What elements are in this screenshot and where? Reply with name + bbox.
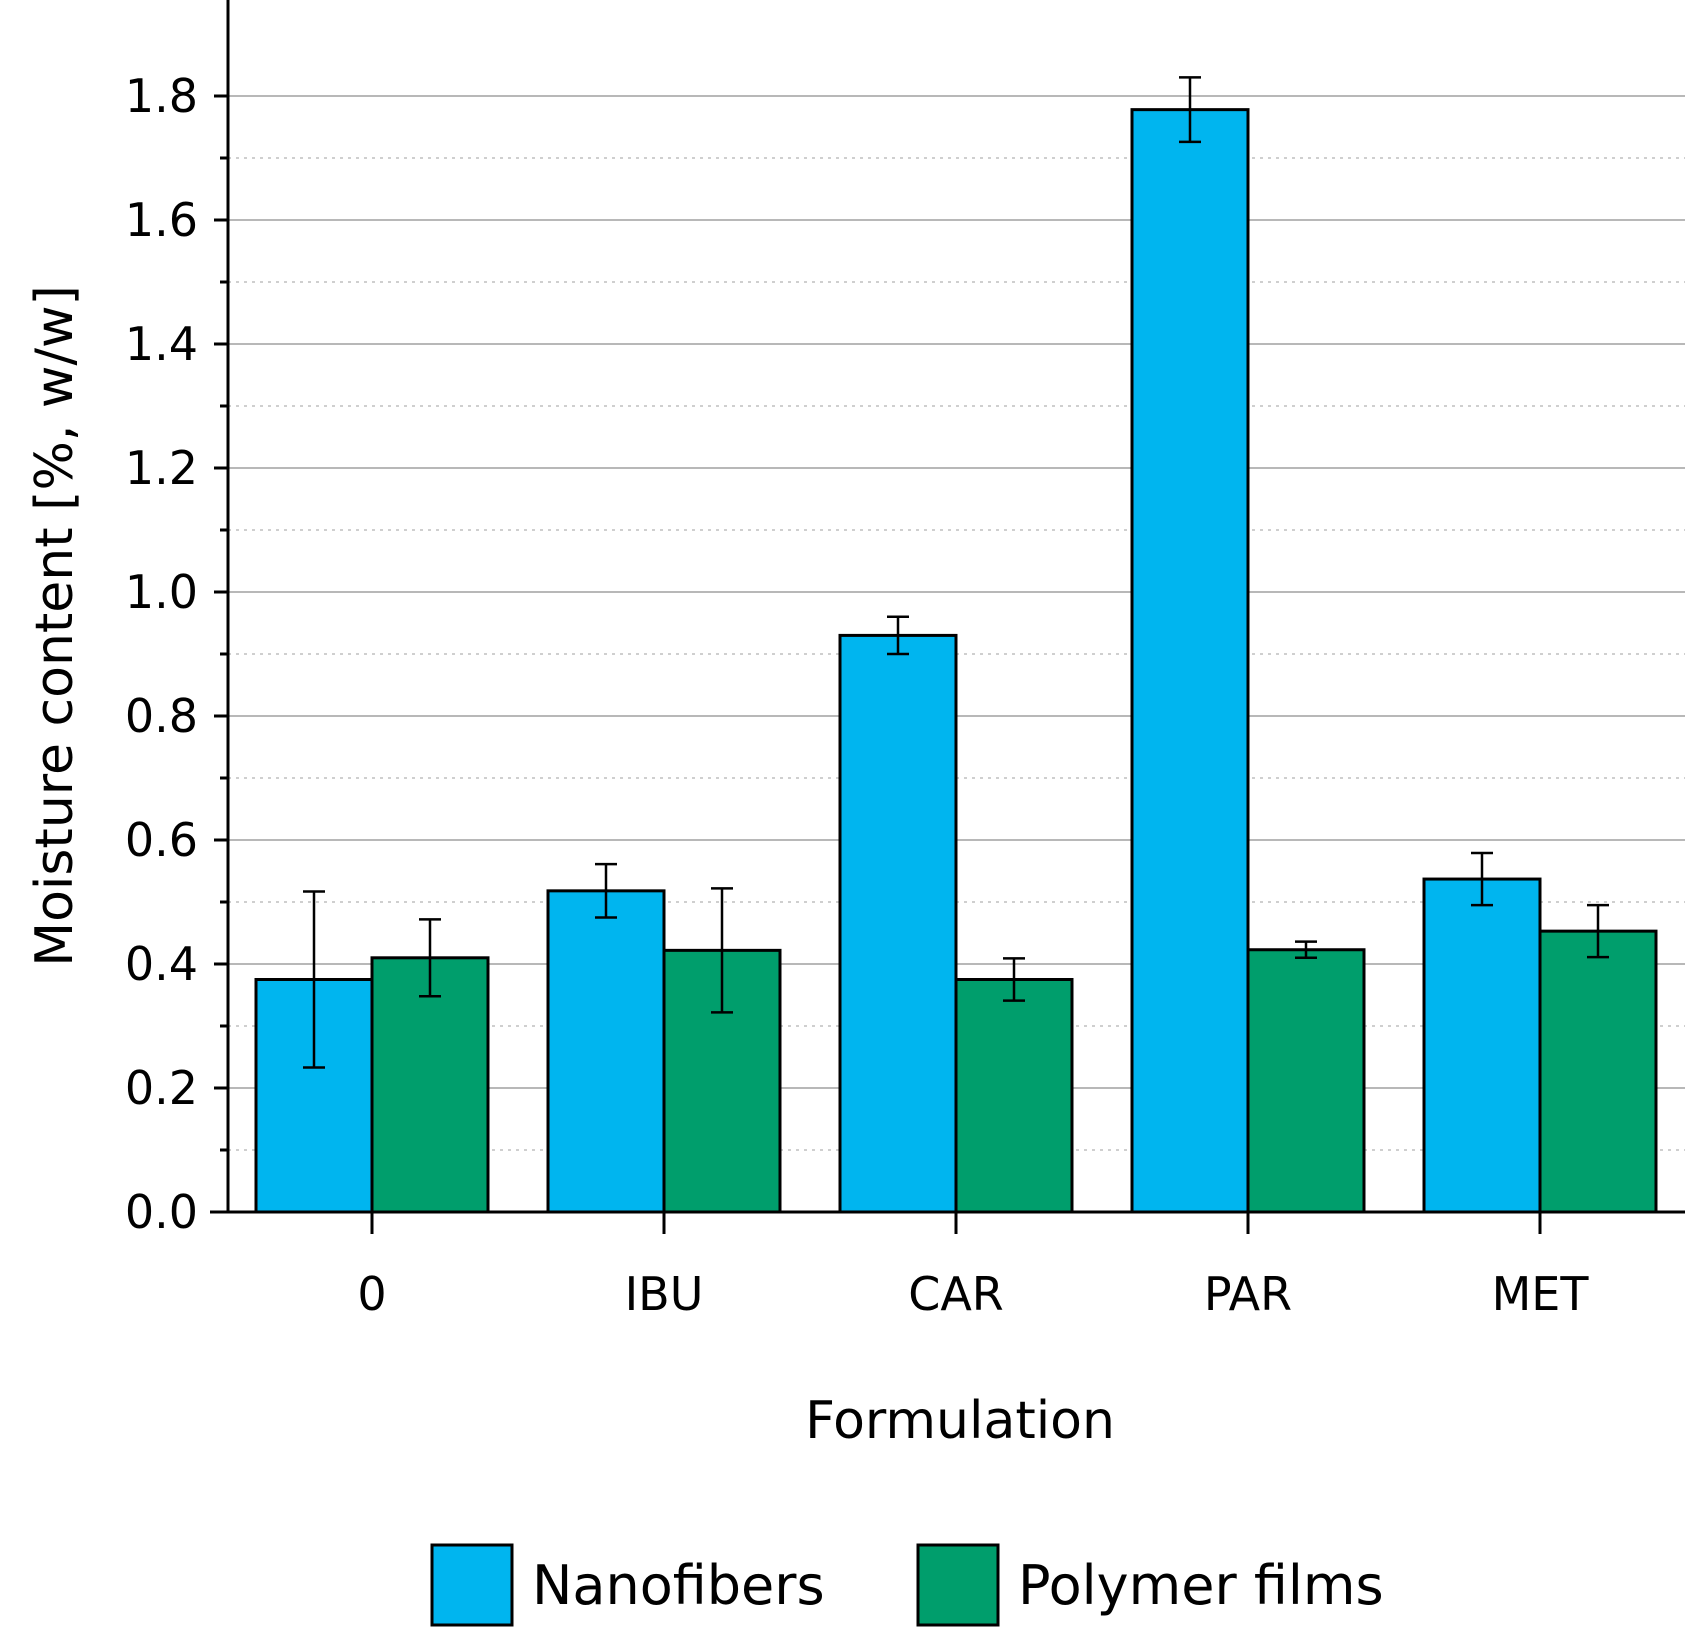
x-tick-label: MET [1492, 1267, 1590, 1321]
y-tick-label: 1.0 [125, 565, 198, 619]
legend-label: Nanofibers [532, 1554, 825, 1617]
legend-label: Polymer films [1018, 1554, 1384, 1617]
error-bar [1003, 957, 1025, 1002]
error-bar [1179, 76, 1201, 144]
error-bars [303, 76, 1609, 1069]
bar-nanofibers-par [1130, 108, 1250, 1214]
error-bar [419, 918, 441, 998]
legend-item: Nanofibers [430, 1543, 825, 1627]
x-axis-title: Formulation [805, 1391, 1115, 1451]
legend-swatch [916, 1543, 1000, 1627]
x-tick-label: 0 [357, 1267, 386, 1321]
x-axis-ticks: 0 IBU CAR PAR MET [357, 1212, 1589, 1321]
y-tick-label: 0.0 [125, 1185, 198, 1239]
error-bar [1587, 903, 1609, 959]
bar-nanofibers-met [1422, 877, 1542, 1214]
y-axis-ticks: 0.0 0.2 0.4 0.6 0.8 1.0 1.2 1.4 1.6 1.8 [125, 69, 228, 1239]
error-bar [887, 615, 909, 656]
bar-polymer-films-0 [370, 956, 490, 1214]
y-tick-label: 1.4 [125, 317, 198, 371]
error-bar [303, 890, 325, 1069]
x-tick-label: CAR [908, 1267, 1004, 1321]
y-axis-title: Moisture content [%, w/w] [25, 285, 85, 967]
bar-polymer-films-car [954, 978, 1074, 1214]
x-tick-label: IBU [625, 1267, 704, 1321]
error-bar [1295, 940, 1317, 960]
bar-polymer-films-par [1246, 948, 1366, 1214]
y-tick-label: 1.8 [125, 69, 198, 123]
x-tick-label: PAR [1204, 1267, 1292, 1321]
y-tick-label: 1.2 [125, 441, 198, 495]
legend-item: Polymer films [916, 1543, 1384, 1627]
bar-nanofibers-car [838, 633, 958, 1214]
y-tick-label: 0.4 [125, 937, 198, 991]
legend: Nanofibers Polymer films [430, 1543, 1384, 1627]
bar-polymer-films-met [1538, 929, 1658, 1214]
error-bar [711, 887, 733, 1014]
bar-nanofibers-ibu [546, 889, 666, 1214]
axes [210, 0, 1685, 1214]
error-bar [1471, 851, 1493, 907]
y-tick-label: 0.2 [125, 1061, 198, 1115]
bars [254, 108, 1658, 1214]
y-tick-label: 1.6 [125, 193, 198, 247]
legend-swatch [430, 1543, 514, 1627]
y-tick-label: 0.8 [125, 689, 198, 743]
error-bar [595, 862, 617, 919]
y-tick-label: 0.6 [125, 813, 198, 867]
